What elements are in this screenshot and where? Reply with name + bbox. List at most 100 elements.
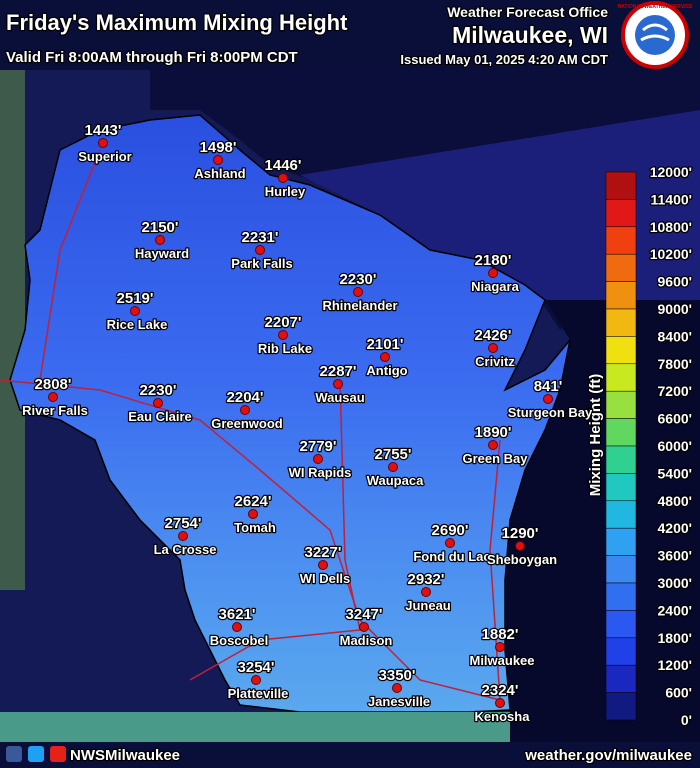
city-dot — [488, 343, 498, 353]
city-name: La Crosse — [154, 542, 217, 557]
city-name: Hayward — [135, 246, 189, 261]
city-dot — [543, 394, 553, 404]
city-name: Boscobel — [210, 633, 269, 648]
city-name: Wausau — [315, 390, 364, 405]
minnesota-land — [0, 70, 25, 590]
city-value: 3621' — [219, 606, 256, 623]
city-value: 3350' — [379, 667, 416, 684]
city-value: 1290' — [502, 525, 539, 542]
city-dot — [232, 622, 242, 632]
facebook-icon[interactable] — [6, 746, 22, 762]
legend-label: 5400' — [658, 465, 692, 481]
legend-swatch — [605, 692, 637, 721]
legend-swatch — [605, 582, 637, 611]
city-name: Park Falls — [231, 256, 292, 271]
legend-swatch — [605, 363, 637, 392]
city-dot — [278, 173, 288, 183]
legend-label: 12000' — [650, 164, 692, 180]
city-name: Platteville — [228, 686, 289, 701]
city-dot — [515, 541, 525, 551]
city-name: Greenwood — [211, 416, 283, 431]
city-value: 2754' — [165, 515, 202, 532]
city-name: WI Dells — [300, 571, 351, 586]
highway — [39, 149, 101, 381]
legend-swatch — [605, 473, 637, 502]
city-value: 1443' — [85, 122, 122, 139]
city-name: Tomah — [234, 520, 276, 535]
legend-swatch — [605, 308, 637, 337]
city-dot — [392, 683, 402, 693]
city-dot — [333, 379, 343, 389]
city-value: 2150' — [142, 219, 179, 236]
social-handle[interactable]: NWSMilwaukee — [69, 746, 182, 766]
city-dot — [98, 138, 108, 148]
legend-swatch — [605, 418, 637, 447]
city-dot — [318, 560, 328, 570]
legend-title: Mixing Height (ft) — [587, 374, 604, 496]
legend-label: 8400' — [658, 328, 692, 344]
legend-swatch — [605, 390, 637, 419]
city-dot — [495, 642, 505, 652]
nws-logo: NATIONAL WEATHER SERVICE — [618, 1, 693, 69]
city-value: 2180' — [475, 252, 512, 269]
city-value: 2204' — [227, 389, 264, 406]
legend-swatch — [605, 226, 637, 255]
city-name: Rib Lake — [258, 341, 312, 356]
city-dot — [388, 462, 398, 472]
legend-swatch — [605, 555, 637, 584]
legend-swatch — [605, 610, 637, 639]
city-name: Crivitz — [475, 354, 515, 369]
legend-label: 600' — [665, 685, 692, 701]
city-name: Niagara — [471, 279, 519, 294]
city-name: Fond du Lac — [413, 549, 490, 564]
city-value: 1882' — [482, 626, 519, 643]
legend-label: 10200' — [650, 246, 692, 262]
city-value: 2207' — [265, 314, 302, 331]
legend-swatch — [605, 664, 637, 693]
city-dot — [248, 509, 258, 519]
city-name: Superior — [78, 149, 131, 164]
city-dot — [251, 675, 261, 685]
office-line: Weather Forecast Office — [447, 4, 608, 20]
city-value: 1890' — [475, 424, 512, 441]
city-name: Waupaca — [367, 473, 424, 488]
city-dot — [153, 398, 163, 408]
legend-swatch — [605, 500, 637, 529]
city-name: Madison — [340, 633, 393, 648]
city-value: 2231' — [242, 229, 279, 246]
legend-label: 0' — [681, 712, 692, 728]
city-name: Juneau — [405, 598, 451, 613]
city-dot — [380, 352, 390, 362]
city-value: 3254' — [238, 659, 275, 676]
city-dot — [278, 330, 288, 340]
legend-label: 7200' — [658, 383, 692, 399]
youtube-icon[interactable] — [50, 746, 66, 762]
highway — [0, 379, 501, 701]
city-dot — [495, 698, 505, 708]
city-name: Sheboygan — [487, 552, 557, 567]
city-dot — [240, 405, 250, 415]
city-dot — [313, 454, 323, 464]
legend-label: 11400' — [651, 191, 693, 207]
michigan-up — [300, 110, 700, 300]
city-value: 2779' — [300, 438, 337, 455]
city-dot — [488, 268, 498, 278]
city-value: 2808' — [35, 376, 72, 393]
city-name: Sturgeon Bay — [508, 405, 593, 420]
website[interactable]: weather.gov/milwaukee — [523, 746, 693, 766]
twitter-icon[interactable] — [28, 746, 44, 762]
city-dot — [353, 287, 363, 297]
city-name: Green Bay — [462, 451, 528, 466]
city-dot — [488, 440, 498, 450]
illinois-land — [0, 712, 510, 742]
city-value: 2519' — [117, 290, 154, 307]
legend-label: 7800' — [658, 356, 692, 372]
city-name: Milwaukee — [469, 653, 534, 668]
legend-label: 4800' — [658, 493, 692, 509]
legend-swatch — [605, 281, 637, 310]
city-value: 2426' — [475, 327, 512, 344]
legend-swatch — [605, 637, 637, 666]
legend-label: 2400' — [658, 602, 692, 618]
city-dot — [48, 392, 58, 402]
